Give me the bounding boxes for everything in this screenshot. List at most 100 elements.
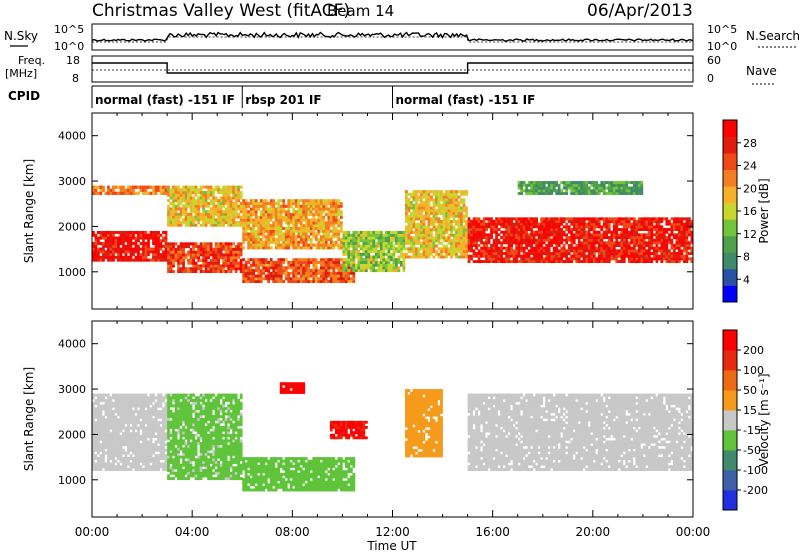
- power-cell: [287, 238, 291, 242]
- power-cell: [412, 230, 416, 234]
- power-cell: [189, 193, 193, 197]
- power-cell: [182, 267, 185, 271]
- power-cell: [440, 206, 443, 210]
- power-cell: [212, 193, 215, 197]
- power-cell: [502, 233, 506, 237]
- power-cell: [417, 203, 421, 207]
- power-cell: [264, 266, 268, 270]
- power-cell: [342, 244, 346, 248]
- power-cell: [322, 229, 326, 233]
- power-cell: [422, 239, 426, 243]
- power-cell: [610, 230, 614, 234]
- power-cell: [224, 220, 228, 224]
- power-cell: [384, 266, 388, 270]
- power-cell: [264, 243, 268, 247]
- power-cell: [507, 244, 511, 248]
- power-cell: [297, 263, 301, 267]
- power-cell: [192, 250, 195, 254]
- power-cell: [214, 242, 218, 246]
- power-cell: [279, 221, 283, 225]
- power-cell: [227, 193, 231, 197]
- power-cell: [182, 218, 185, 222]
- power-cell: [154, 239, 158, 243]
- power-cell: [540, 189, 544, 193]
- power-cell: [587, 236, 591, 239]
- power-cell: [337, 229, 341, 233]
- power-cell: [617, 233, 621, 237]
- power-cell: [567, 244, 571, 248]
- power-cell: [352, 266, 356, 270]
- power-cell: [615, 233, 619, 237]
- power-cell: [455, 230, 458, 234]
- power-cell: [294, 260, 298, 264]
- power-cell: [279, 266, 283, 270]
- power-cell: [610, 186, 614, 190]
- power-cell: [442, 228, 446, 232]
- velocity-cell: [112, 448, 115, 452]
- power-cell: [304, 266, 308, 270]
- power-cell: [490, 233, 493, 237]
- power-cell: [625, 186, 629, 190]
- power-cell: [307, 263, 311, 267]
- velocity-cell: [122, 437, 125, 441]
- power-cell: [602, 217, 606, 221]
- power-cell: [312, 260, 316, 264]
- power-cell: [322, 260, 326, 264]
- velocity-cell: [122, 443, 125, 447]
- power-cell: [292, 258, 296, 262]
- power-cell: [132, 253, 135, 257]
- power-cell: [442, 233, 446, 237]
- power-cell: [184, 242, 188, 246]
- power-cell: [207, 215, 210, 219]
- power-cell: [372, 266, 376, 270]
- power-cell: [540, 225, 544, 229]
- power-cell: [274, 221, 278, 225]
- velocity-cell: [97, 401, 100, 405]
- power-cell: [94, 258, 98, 262]
- power-colorbar-label: Power [dB]: [757, 178, 771, 243]
- power-cell: [615, 181, 619, 185]
- power-cell: [637, 183, 641, 187]
- power-cell: [307, 246, 311, 250]
- power-cell: [495, 260, 498, 264]
- power-cell: [402, 269, 406, 273]
- power-cell: [427, 241, 431, 245]
- velocity-cell: [92, 440, 95, 444]
- power-cell: [327, 246, 331, 250]
- power-cell: [297, 258, 301, 262]
- power-cell: [670, 225, 674, 229]
- power-cell: [117, 242, 120, 246]
- power-cell: [475, 230, 478, 234]
- power-cell: [585, 217, 589, 221]
- power-cell: [364, 252, 368, 256]
- power-cell: [292, 213, 296, 217]
- power-cell: [292, 221, 296, 225]
- power-cell: [317, 277, 321, 281]
- velocity-cell: [114, 465, 118, 469]
- power-cell: [242, 229, 246, 233]
- power-cell: [357, 255, 361, 259]
- power-cell: [567, 246, 571, 250]
- power-cell: [430, 252, 433, 256]
- power-cell: [652, 246, 656, 250]
- power-cell: [337, 243, 341, 247]
- power-cell: [297, 201, 301, 206]
- power-cell: [137, 230, 140, 235]
- power-cell: [457, 206, 461, 210]
- power-cell: [467, 236, 471, 239]
- power-cell: [152, 191, 155, 195]
- power-cell: [590, 246, 594, 250]
- power-cell: [500, 252, 503, 256]
- power-cell: [462, 209, 466, 213]
- power-cell: [177, 267, 180, 271]
- power-cell: [407, 239, 411, 243]
- power-cell: [324, 258, 328, 262]
- power-cell: [595, 186, 599, 190]
- power-cell: [239, 269, 243, 273]
- velocity-cell: [112, 437, 115, 441]
- power-cell: [344, 252, 348, 256]
- power-cell: [92, 253, 95, 257]
- power-cell: [522, 217, 526, 221]
- velocity-cell: [92, 407, 95, 411]
- power-cell: [222, 204, 226, 208]
